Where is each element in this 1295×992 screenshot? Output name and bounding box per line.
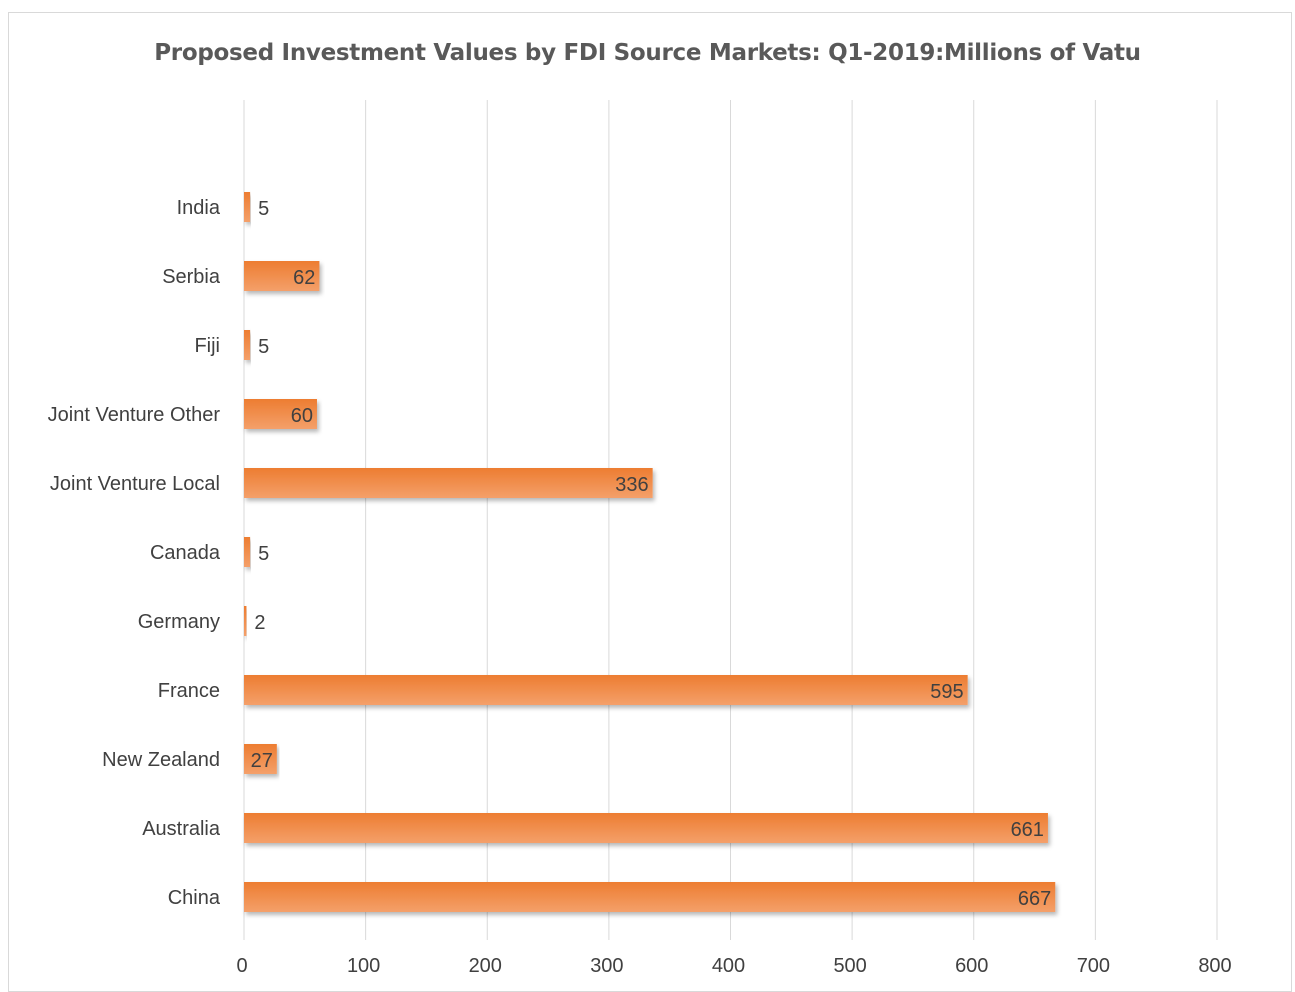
category-label: India xyxy=(177,197,221,219)
bar xyxy=(244,468,653,498)
x-tick-label: 500 xyxy=(833,955,866,977)
bar xyxy=(244,399,317,429)
bar xyxy=(244,537,251,567)
bar xyxy=(244,744,277,774)
x-tick-label: 100 xyxy=(347,955,380,977)
gridlines xyxy=(243,100,1218,940)
category-label: France xyxy=(158,680,220,702)
data-label: 62 xyxy=(293,267,315,289)
x-tick-label: 600 xyxy=(955,955,988,977)
category-label: Germany xyxy=(138,611,220,633)
data-label: 2 xyxy=(254,612,265,634)
bar xyxy=(244,606,247,636)
bar xyxy=(244,192,251,222)
category-label: Canada xyxy=(150,542,221,564)
bar xyxy=(244,261,320,291)
data-label: 5 xyxy=(258,198,269,220)
category-label: China xyxy=(168,887,221,909)
data-label: 27 xyxy=(251,750,273,772)
data-label: 667 xyxy=(1018,888,1051,910)
x-tick-label: 200 xyxy=(469,955,502,977)
bars xyxy=(244,192,1056,912)
bar xyxy=(244,330,251,360)
data-label: 5 xyxy=(258,336,269,358)
category-label: Fiji xyxy=(194,335,220,357)
category-label: New Zealand xyxy=(102,749,220,771)
x-tick-label: 300 xyxy=(590,955,623,977)
data-label: 5 xyxy=(258,543,269,565)
category-label: Joint Venture Other xyxy=(48,404,221,426)
data-label: 661 xyxy=(1011,819,1044,841)
category-label: Joint Venture Local xyxy=(50,473,220,495)
x-tick-labels: 0 100 200 300 400 500 600 700 800 xyxy=(236,955,1231,977)
data-label: 336 xyxy=(615,474,648,496)
chart-title: Proposed Investment Values by FDI Source… xyxy=(154,40,1141,66)
category-labels: China Australia New Zealand France Germany Ca… xyxy=(48,197,221,909)
x-tick-label: 700 xyxy=(1077,955,1110,977)
data-labels: 667 661 27 595 2 5 336 60 5 62 5 xyxy=(251,198,1052,910)
data-label: 595 xyxy=(930,681,963,703)
bar xyxy=(244,813,1048,843)
x-tick-label: 800 xyxy=(1198,955,1231,977)
category-label: Serbia xyxy=(162,266,221,288)
data-label: 60 xyxy=(291,405,313,427)
x-tick-label: 400 xyxy=(712,955,745,977)
x-tick-label: 0 xyxy=(236,955,247,977)
bar xyxy=(244,675,968,705)
category-label: Australia xyxy=(142,818,221,840)
bar xyxy=(244,882,1056,912)
